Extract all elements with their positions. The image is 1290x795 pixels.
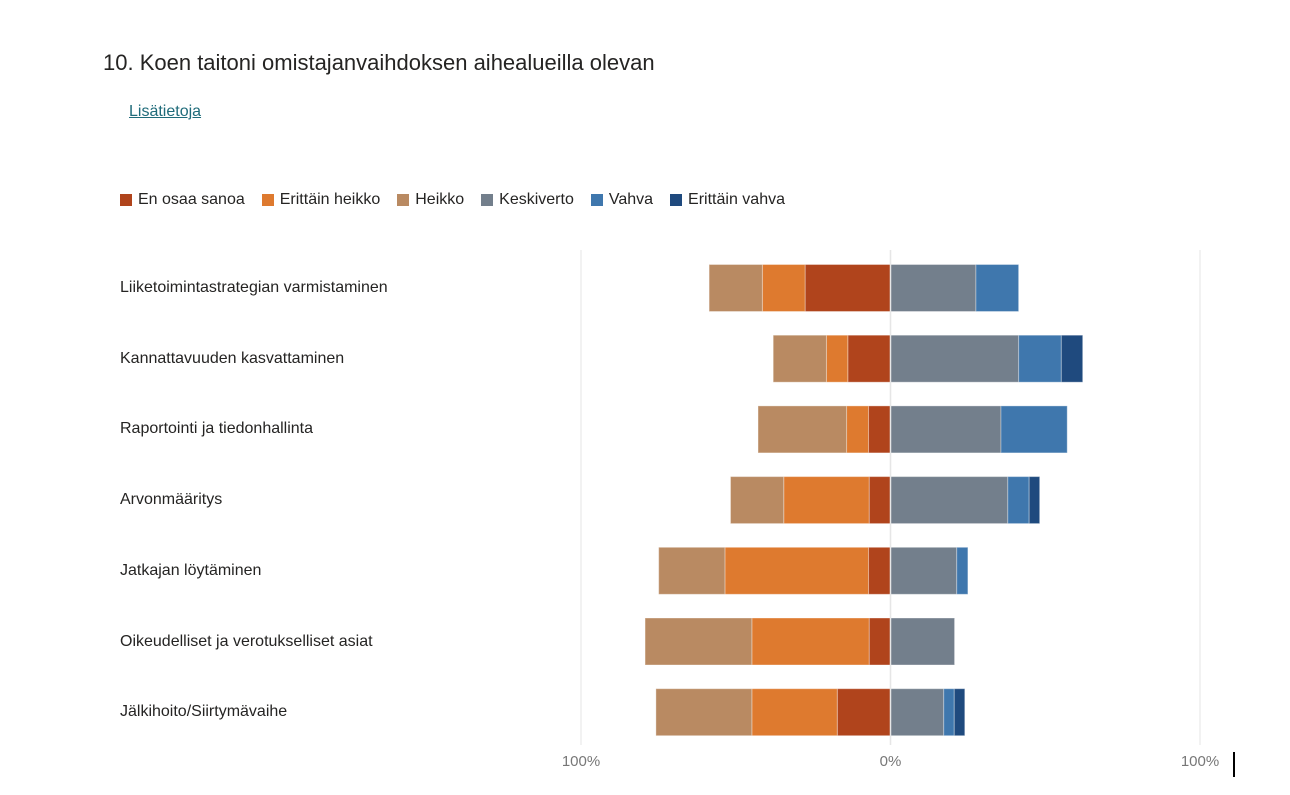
category-label: Oikeudelliset ja verotukselliset asiat [120,632,373,650]
legend-item[interactable]: En osaa sanoa [120,191,245,209]
bar-segment[interactable] [751,688,838,737]
bar-segment[interactable] [975,264,1020,312]
bar-segment[interactable] [825,334,849,383]
bar-segment[interactable] [868,546,892,595]
bar-segment[interactable] [1060,334,1084,383]
category-label: Jatkajan löytäminen [120,561,262,579]
bar-segment[interactable] [847,334,891,383]
legend-swatch [481,194,494,206]
legend-item[interactable]: Keskiverto [481,191,574,209]
category-label: Arvonmääritys [120,491,223,509]
bar-segment[interactable] [1018,334,1062,383]
legend-swatch [590,194,603,206]
bar-segment[interactable] [804,264,891,312]
legend-swatch [397,194,410,206]
bar-segment[interactable] [708,264,763,312]
legend-swatch [261,194,274,206]
legend-item[interactable]: Erittäin heikko [261,191,381,209]
legend-label: Heikko [415,191,465,208]
legend-item[interactable]: Heikko [397,191,464,209]
legend-item[interactable]: Vahva [590,191,654,209]
text-cursor [1233,752,1235,777]
legend-swatch [670,194,683,206]
legend-label: Erittäin heikko [279,191,381,208]
bar-segment[interactable] [890,405,1002,454]
bar-segment[interactable] [868,405,892,454]
bar-segment[interactable] [943,688,955,737]
legend-label: Vahva [608,191,654,208]
x-tick-label: 0% [880,753,902,770]
bar-segment[interactable] [890,334,1020,383]
question-title: 10. Koen taitoni omistajanvaihdoksen aih… [103,50,655,75]
bar-segment[interactable] [729,476,785,525]
bar-segment[interactable] [655,688,753,737]
legend-label: En osaa sanoa [138,191,245,208]
bar-segment[interactable] [783,476,870,525]
category-label: Raportointi ja tiedonhallinta [120,420,314,438]
bar-segment[interactable] [1007,476,1030,525]
bar-segment[interactable] [956,546,969,595]
bar-segment[interactable] [868,476,891,525]
bar-segment[interactable] [644,617,753,666]
bar-segment[interactable] [868,617,891,666]
bar-segment[interactable] [1000,405,1068,454]
bar-segment[interactable] [890,688,945,737]
bar-segment[interactable] [658,546,726,595]
bar-segment[interactable] [836,688,891,737]
bar-segment[interactable] [890,617,956,666]
chart-legend: En osaa sanoa Erittäin heikko Heikko Keskiv… [120,191,802,209]
more-info-link[interactable]: Lisätietoja [129,103,202,120]
bar-segment[interactable] [890,476,1009,525]
bar-segment[interactable] [751,617,870,666]
bar-segment[interactable] [761,264,806,312]
category-label: Kannattavuuden kasvattaminen [120,349,345,367]
bar-segment[interactable] [724,546,870,595]
legend-label: Keskiverto [499,191,574,208]
legend-label: Erittäin vahva [688,191,785,208]
legend-swatch [120,194,132,206]
bar-segment[interactable] [953,688,966,737]
bar-segment[interactable] [846,405,870,454]
category-label: Liiketoimintastrategian varmistaminen [120,279,388,296]
bar-segment[interactable] [772,334,827,383]
x-tick-label: 100% [1181,753,1219,770]
bar-segment[interactable] [1028,476,1041,525]
bar-segment[interactable] [757,405,848,454]
category-label: Jälkihoito/Siirtymävaihe [120,703,288,721]
bar-segment[interactable] [890,264,977,312]
x-tick-label: 100% [562,753,600,770]
bar-segment[interactable] [890,546,958,595]
legend-item[interactable]: Erittäin vahva [670,191,785,209]
